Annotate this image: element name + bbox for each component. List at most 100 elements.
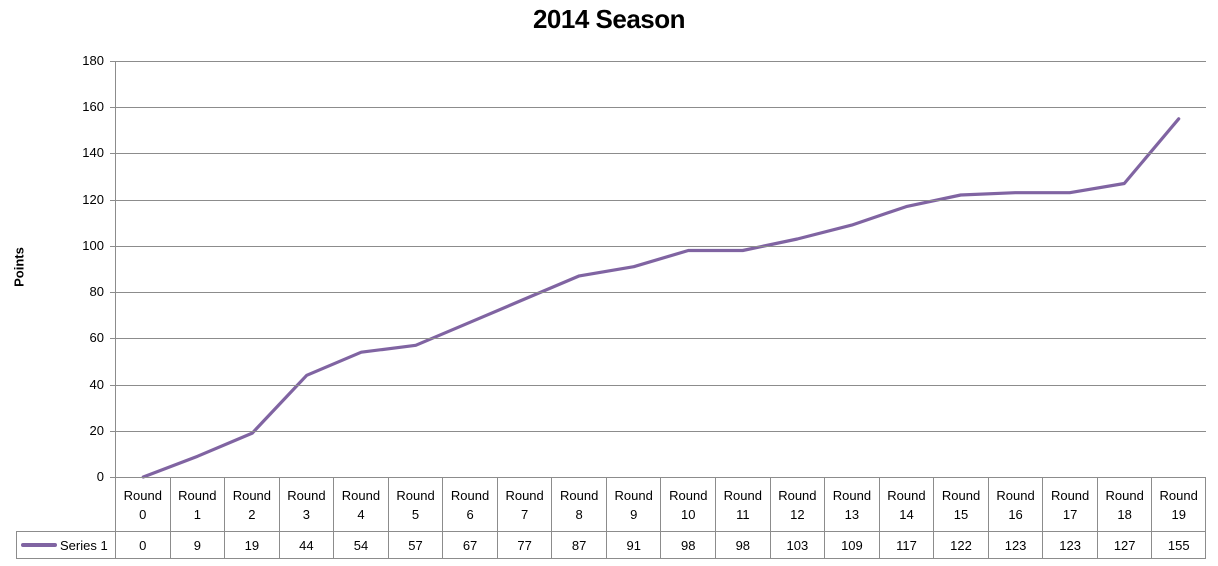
y-tick-mark: [110, 153, 115, 155]
x-category-cell: Round 3: [278, 478, 334, 531]
category-number: 0: [139, 506, 147, 522]
data-value-cell: 87: [551, 532, 606, 558]
category-number: 18: [1117, 506, 1132, 522]
x-category-cell: Round 1: [169, 478, 225, 531]
category-word: Round: [1105, 487, 1144, 503]
y-tick-mark: [110, 107, 115, 109]
x-category-cell: Round 16: [987, 478, 1043, 531]
category-number: 16: [1008, 506, 1023, 522]
x-category-cell: Round 6: [442, 478, 497, 531]
x-category-cell: Round 8: [551, 478, 606, 531]
data-value-cell: 57: [387, 532, 443, 558]
category-word: Round: [996, 487, 1035, 503]
data-value-cell: 19: [224, 532, 279, 558]
y-tick-mark: [110, 292, 115, 294]
legend-cell: Series 1: [16, 532, 115, 558]
x-category-cell: Round 18: [1096, 478, 1152, 531]
category-number: 14: [899, 506, 914, 522]
category-word: Round: [287, 487, 326, 503]
x-category-cell: Round 11: [715, 478, 770, 531]
category-word: Round: [232, 487, 272, 503]
category-number: 9: [630, 506, 638, 522]
y-tick-label-60: 60: [89, 330, 104, 346]
data-value-cell: 67: [442, 532, 497, 558]
data-value-cell: 122: [933, 532, 988, 558]
data-value-cell: 98: [660, 532, 715, 558]
category-number: 2: [248, 506, 256, 522]
category-word: Round: [123, 487, 162, 503]
category-number: 8: [575, 506, 583, 522]
x-category-cell: Round 15: [933, 478, 988, 531]
series-line-swatch-icon: [21, 543, 57, 547]
category-word: Round: [396, 487, 435, 503]
x-category-cell: Round 5: [387, 478, 443, 531]
category-number: 1: [193, 506, 201, 522]
x-category-cell: Round 17: [1042, 478, 1097, 531]
category-number: 13: [844, 506, 860, 522]
y-tick-label-100: 100: [82, 237, 104, 253]
data-value-cell: 44: [278, 532, 334, 558]
category-number: 4: [357, 506, 365, 522]
data-value-cell: 123: [987, 532, 1043, 558]
category-word: Round: [450, 487, 490, 503]
data-value-cell: 155: [1151, 532, 1206, 558]
data-table-row: Series 1 0 9 19 44 54 57 67 77 87 91 98 98 103 109 117…: [16, 531, 1206, 559]
category-number: 17: [1062, 506, 1078, 522]
gridline-20: [116, 430, 1206, 432]
x-category-cell: Round 9: [605, 478, 661, 531]
y-tick-mark: [110, 199, 115, 201]
gridline-120: [116, 199, 1206, 201]
category-word: Round: [778, 487, 817, 503]
gridline-40: [116, 384, 1206, 386]
y-tick-label-40: 40: [89, 376, 104, 392]
x-axis-category-row: Round 0 Round 1 Round 2 Round 3 Round 4 Round 5 Roun…: [115, 477, 1206, 531]
category-word: Round: [832, 487, 872, 503]
series-line: [141, 117, 1181, 479]
y-tick-mark: [110, 477, 115, 478]
x-category-cell: Round 0: [115, 478, 170, 531]
category-number: 15: [953, 506, 969, 522]
data-value-cell: 9: [169, 532, 225, 558]
y-tick-label-160: 160: [82, 99, 104, 115]
category-word: Round: [669, 487, 708, 503]
category-word: Round: [941, 487, 981, 503]
series-line-svg: [141, 117, 1181, 479]
category-word: Round: [887, 487, 926, 503]
y-tick-mark: [110, 61, 115, 62]
plot-area: [115, 61, 1206, 479]
data-value-cell: 117: [878, 532, 934, 558]
category-word: Round: [178, 487, 217, 503]
y-tick-label-80: 80: [89, 284, 104, 300]
category-number: 3: [302, 506, 311, 522]
x-category-cell: Round 14: [878, 478, 934, 531]
category-word: Round: [1050, 487, 1090, 503]
y-tick-label-180: 180: [82, 53, 104, 68]
category-word: Round: [341, 487, 381, 503]
gridline-160: [116, 107, 1206, 109]
category-number: 7: [521, 506, 529, 522]
gridline-140: [116, 153, 1206, 155]
data-value-cell: 127: [1096, 532, 1152, 558]
category-number: 12: [790, 506, 805, 522]
gridline-180: [116, 61, 1206, 62]
gridline-100: [116, 245, 1206, 247]
category-word: Round: [723, 487, 762, 503]
category-word: Round: [505, 487, 544, 503]
category-number: 10: [681, 506, 696, 522]
y-tick-mark: [110, 338, 115, 340]
y-tick-label-20: 20: [89, 422, 104, 438]
data-value-cell: 0: [115, 532, 170, 558]
category-word: Round: [1159, 487, 1198, 503]
x-category-cell: Round 4: [333, 478, 388, 531]
data-value-cell: 77: [496, 532, 552, 558]
gridline-60: [116, 338, 1206, 340]
x-category-cell: Round 13: [824, 478, 879, 531]
data-value-cell: 103: [769, 532, 825, 558]
category-number: 5: [411, 506, 420, 522]
y-tick-label-140: 140: [82, 145, 104, 161]
y-tick-label-0: 0: [96, 469, 104, 484]
data-value-cell: 91: [605, 532, 661, 558]
y-tick-mark: [110, 245, 115, 247]
category-number: 6: [466, 506, 474, 522]
